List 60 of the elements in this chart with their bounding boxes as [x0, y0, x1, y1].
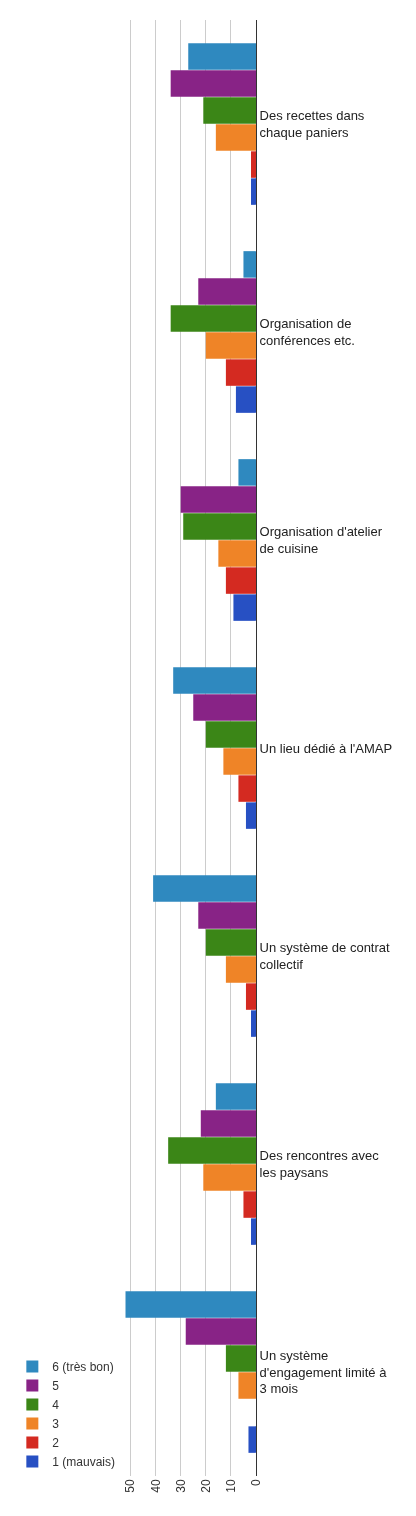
bar	[183, 513, 256, 540]
bar	[170, 305, 256, 332]
y-tick-label: Des recettes dans chaque paniers	[259, 108, 365, 140]
legend-label: 5	[52, 1379, 60, 1394]
x-tick-label: 30	[173, 1479, 188, 1493]
x-tick-label: 50	[123, 1479, 138, 1493]
bar	[250, 1010, 256, 1037]
bar	[235, 386, 256, 413]
bar	[225, 956, 256, 983]
legend-label: 1 (mauvais)	[52, 1455, 116, 1470]
y-tick-label: Un système de contrat collectif	[259, 940, 391, 972]
bar	[198, 902, 256, 929]
bar	[238, 459, 256, 486]
bar	[170, 70, 256, 97]
bar	[173, 667, 256, 694]
bar	[185, 1318, 256, 1345]
bar	[205, 332, 256, 359]
y-tick-label: Organisation de conférences etc.	[259, 316, 355, 348]
bar	[238, 775, 256, 802]
x-tick-label: 0	[248, 1479, 263, 1487]
bar	[168, 1137, 256, 1164]
bar	[215, 1083, 256, 1110]
bar	[200, 1110, 256, 1137]
bar	[225, 567, 256, 594]
y-tick-label: Un système d'engagement limité à 3 mois	[259, 1347, 388, 1397]
bar	[203, 1164, 256, 1191]
bar	[245, 983, 256, 1010]
bar	[250, 151, 256, 178]
bar	[188, 43, 256, 70]
bar	[198, 278, 256, 305]
legend-label: 2	[52, 1436, 60, 1451]
x-tick-label: 20	[198, 1479, 213, 1493]
y-tick-label: Organisation d'atelier de cuisine	[259, 524, 383, 556]
bar	[180, 486, 256, 513]
y-tick-label: Un lieu dédié à l'AMAP	[259, 740, 393, 756]
bar	[233, 594, 256, 621]
bar	[250, 1218, 256, 1245]
bar	[125, 1291, 256, 1318]
legend-label: 4	[52, 1398, 60, 1413]
bar	[215, 124, 256, 151]
y-tick-label: Des rencontres avec les paysans	[259, 1148, 380, 1180]
bar	[238, 1372, 256, 1399]
bar	[223, 748, 256, 775]
bar	[153, 875, 256, 902]
bar	[225, 359, 256, 386]
bar	[205, 929, 256, 956]
bar	[225, 1345, 256, 1372]
bar	[248, 1426, 256, 1453]
x-tick-label: 40	[148, 1479, 163, 1493]
bar	[193, 694, 256, 721]
legend-label: 6 (très bon)	[52, 1360, 114, 1375]
bar	[218, 540, 256, 567]
bar	[250, 178, 256, 205]
legend-label: 3	[52, 1417, 60, 1432]
bar	[243, 1191, 256, 1218]
bar	[245, 802, 256, 829]
bar	[203, 97, 256, 124]
bar	[243, 251, 256, 278]
bar	[205, 721, 256, 748]
x-tick-label: 10	[223, 1479, 238, 1493]
